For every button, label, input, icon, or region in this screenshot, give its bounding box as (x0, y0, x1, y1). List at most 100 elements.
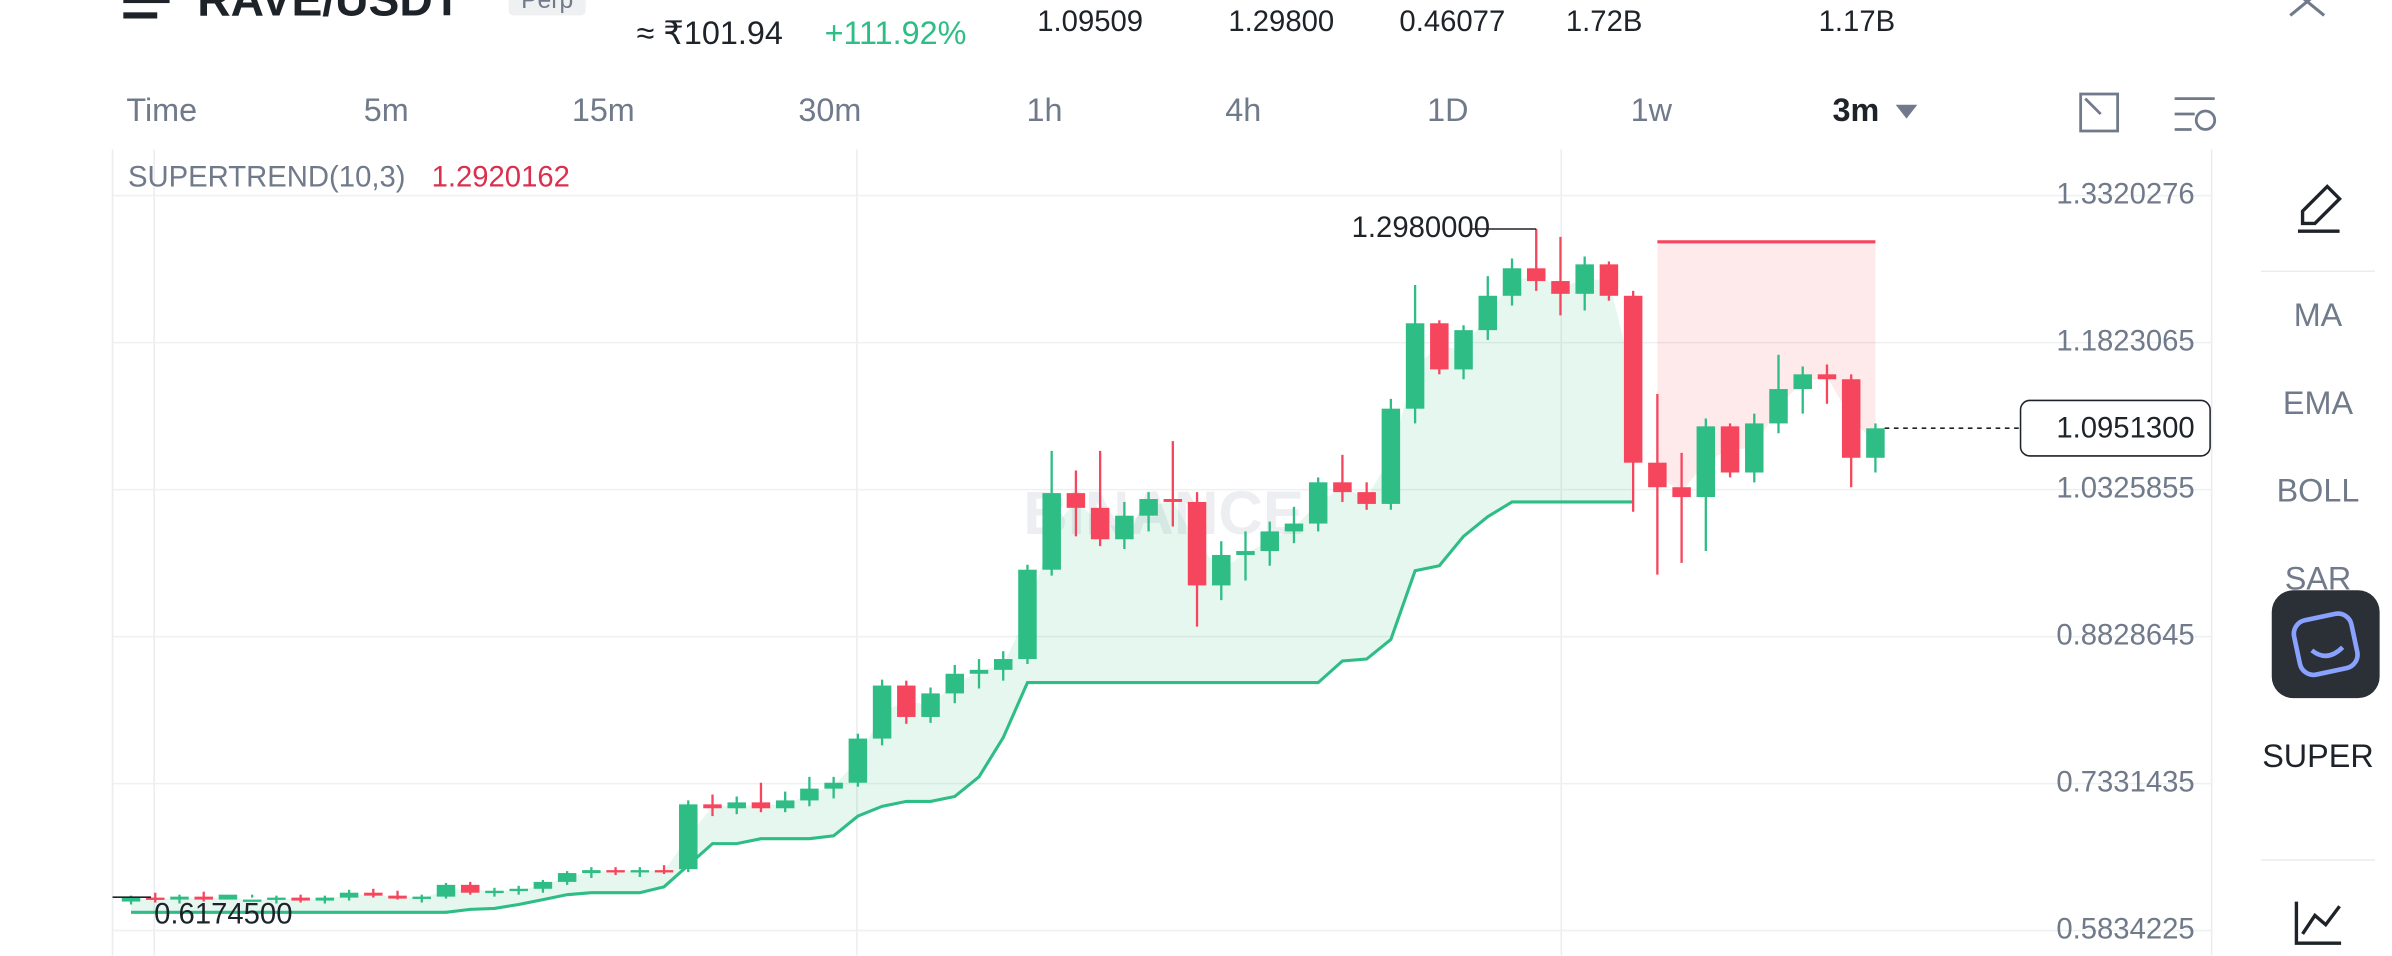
candle-body (1381, 408, 1401, 504)
candle-body (921, 693, 940, 717)
stat: 1.09509 (1037, 5, 1143, 38)
timeframe[interactable]: 15m (572, 92, 635, 128)
candle-body (800, 788, 819, 801)
indicator-value: 1.2920162 (432, 161, 570, 194)
candle-body (1575, 264, 1594, 294)
candle-body (1212, 554, 1231, 586)
indicator-tab[interactable]: EMA (2283, 385, 2354, 421)
candle-body (436, 884, 456, 897)
dropdown-arrow[interactable] (1895, 104, 1918, 119)
badge-bg (508, 0, 586, 16)
indicator-tab[interactable]: MA (2294, 297, 2343, 333)
candle-body (654, 870, 674, 873)
candle-body (1454, 330, 1473, 370)
timeframe[interactable]: 1D (1427, 92, 1468, 128)
candle-body (751, 802, 771, 809)
candle-body (1066, 493, 1086, 508)
candle-body (1526, 268, 1546, 282)
candle-body (969, 669, 989, 674)
candle-body (1623, 295, 1643, 463)
price-inr: ≈ ₹101.94 (637, 15, 783, 51)
candle-body (1260, 531, 1279, 552)
candle-body (1817, 374, 1837, 380)
candle-body (1478, 295, 1498, 331)
candle-body (1163, 499, 1183, 502)
menu-icon[interactable] (123, 0, 170, 19)
candle-body (1841, 379, 1861, 458)
candle-body (1405, 323, 1425, 409)
settings-icon[interactable] (2174, 97, 2217, 131)
timeframe[interactable]: 1w (1631, 92, 1673, 128)
stat: 1.72B (1566, 5, 1642, 38)
supertrend-line (131, 500, 1634, 914)
timeframe[interactable]: 4h (1225, 92, 1261, 128)
candle-body (267, 897, 286, 900)
candle-body (1648, 462, 1667, 488)
candle-body (606, 870, 625, 873)
last-price-box (2019, 399, 2211, 457)
low-label: 0.6174500 (154, 897, 292, 930)
candle-body (1308, 482, 1328, 524)
candle-body (533, 881, 553, 889)
change: +111.92% (825, 15, 967, 51)
candle-body (339, 892, 359, 898)
candle-body (1018, 569, 1037, 660)
timeframe[interactable]: 1h (1026, 92, 1062, 128)
candle-body (1333, 482, 1352, 493)
candle-body (1745, 423, 1764, 473)
candle-body (630, 870, 650, 873)
last-price-label: 1.0951300 (2056, 411, 2194, 444)
draw-icon[interactable] (2297, 184, 2342, 233)
high-label: 1.2980000 (1352, 211, 1490, 244)
candle-body (1115, 515, 1134, 540)
indicator-tab[interactable]: SUPER (2262, 738, 2374, 774)
candle-body (848, 738, 868, 783)
candle-body (291, 897, 310, 901)
stat: 1.17B (1819, 5, 1895, 38)
indicator-tab[interactable]: BOLL (2277, 473, 2360, 509)
candle-body (1236, 551, 1255, 555)
candle-body (315, 897, 335, 901)
candle-body (1793, 374, 1812, 390)
stat: 0.46077 (1399, 5, 1505, 38)
candle-body (460, 884, 480, 893)
candle-body (993, 659, 1013, 670)
candle-body (945, 673, 965, 694)
candle-body (1720, 426, 1740, 473)
candle-body (703, 804, 722, 809)
indicator-label: SUPERTREND(10,3) (128, 161, 406, 194)
candle-body (412, 896, 432, 899)
y-tick-label: 0.5834225 (2056, 912, 2194, 945)
symbol[interactable]: RAVE/USDT (197, 0, 461, 25)
ai-icon (2291, 611, 2360, 678)
trend-fill (131, 274, 1634, 913)
timeframe[interactable]: 5m (364, 92, 409, 128)
candle-body (775, 800, 795, 809)
y-tick-label: 0.8828645 (2056, 618, 2194, 651)
y-tick-label: 0.7331435 (2056, 765, 2194, 798)
stat: 1.29800 (1228, 5, 1334, 38)
timeframe[interactable]: Time (126, 92, 197, 128)
candle-body (872, 685, 892, 739)
watermark: BINANCE (1023, 479, 1304, 548)
candle-body (897, 685, 916, 717)
candle-body (824, 782, 843, 789)
candle-body (388, 895, 407, 899)
fullscreen-icon[interactable] (2079, 92, 2120, 133)
timeframe[interactable]: 3m (1833, 92, 1880, 128)
candle-body (146, 897, 165, 900)
ai-button[interactable] (2271, 590, 2380, 699)
chart-icon[interactable] (2294, 901, 2342, 945)
candle-body (1284, 523, 1304, 532)
candle-body (1672, 487, 1691, 498)
candle-body (485, 890, 504, 894)
close-icon[interactable] (2289, 0, 2326, 17)
candle-body (1090, 507, 1110, 540)
timeframe[interactable]: 30m (798, 92, 861, 128)
candle-body (121, 897, 141, 902)
candle-body (557, 873, 577, 882)
candle-body (1139, 499, 1158, 516)
candle-body (679, 804, 698, 870)
candle-body (727, 802, 746, 809)
candle-body (582, 870, 601, 874)
